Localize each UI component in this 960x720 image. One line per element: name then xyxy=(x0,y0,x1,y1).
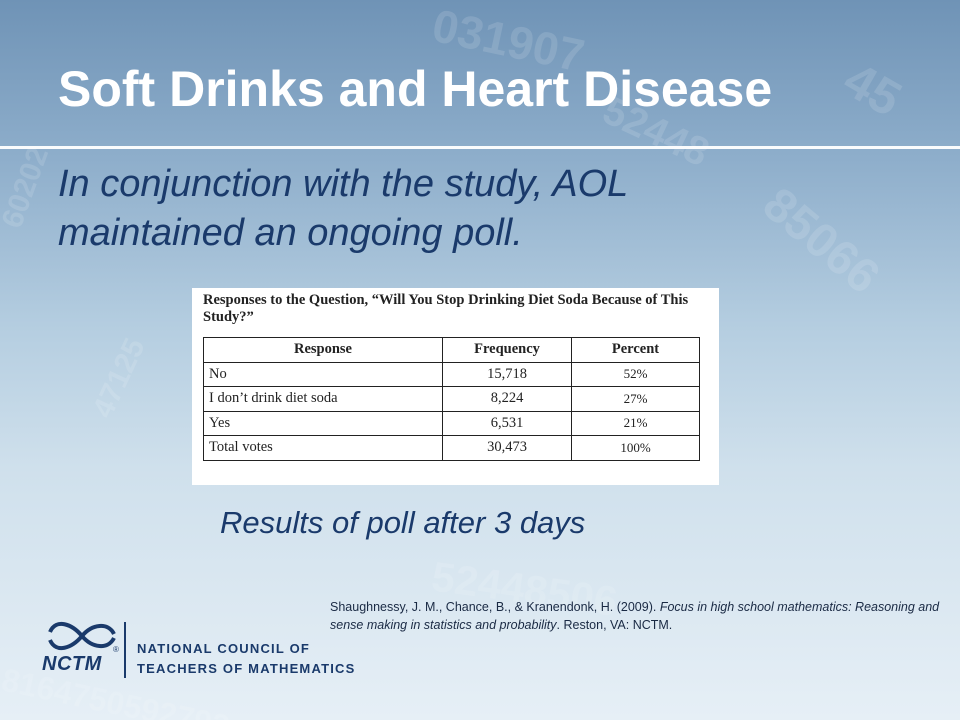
poll-table-image: Responses to the Question, “Will You Sto… xyxy=(192,288,719,485)
logo-divider xyxy=(124,622,126,678)
registered-mark: ® xyxy=(113,645,119,654)
citation: Shaughnessy, J. M., Chance, B., & Kranen… xyxy=(330,598,960,634)
table-row: Total votes 30,473 100% xyxy=(203,435,700,461)
svg-text:45: 45 xyxy=(835,51,911,127)
cell-frequency: 30,473 xyxy=(442,435,572,461)
citation-book-title: Focus in high school mathematics: Reason… xyxy=(330,600,940,632)
poll-table: Response Frequency Percent No 15,718 52%… xyxy=(203,337,700,461)
svg-text:47125: 47125 xyxy=(86,333,151,423)
table-row: No 15,718 52% xyxy=(203,361,700,387)
cell-percent: 21% xyxy=(571,410,700,436)
cell-frequency: 15,718 xyxy=(442,361,572,387)
title-divider xyxy=(0,146,960,149)
cell-percent: 27% xyxy=(571,386,700,412)
results-caption: Results of poll after 3 days xyxy=(220,505,586,540)
logo-acronym: NCTM xyxy=(42,653,102,675)
table-row: I don’t drink diet soda 8,224 27% xyxy=(203,386,700,412)
svg-text:60202: 60202 xyxy=(0,143,55,233)
table-header-row: Response Frequency Percent xyxy=(203,337,700,363)
citation-publisher: . Reston, VA: NCTM. xyxy=(556,618,673,632)
citation-authors: Shaughnessy, J. M., Chance, B., & Kranen… xyxy=(330,600,660,614)
header-response: Response xyxy=(203,337,443,363)
cell-response: Yes xyxy=(203,410,443,436)
nctm-logo-icon xyxy=(48,621,116,651)
cell-percent: 100% xyxy=(571,435,700,461)
cell-response: I don’t drink diet soda xyxy=(203,386,443,412)
table-caption: Responses to the Question, “Will You Sto… xyxy=(203,292,689,325)
cell-response: No xyxy=(203,361,443,387)
nctm-logo: NCTM ® NATIONAL COUNCIL OF TEACHERS OF M… xyxy=(40,620,354,682)
logo-org-line-1: NATIONAL COUNCIL OF xyxy=(137,641,311,656)
cell-response: Total votes xyxy=(203,435,443,461)
cell-frequency: 6,531 xyxy=(442,410,572,436)
table-row: Yes 6,531 21% xyxy=(203,410,700,436)
header-frequency: Frequency xyxy=(442,337,572,363)
cell-percent: 52% xyxy=(571,361,700,387)
logo-org-line-2: TEACHERS OF MATHEMATICS xyxy=(137,661,356,676)
slide-subtitle: In conjunction with the study, AOL maint… xyxy=(58,163,628,254)
slide-title: Soft Drinks and Heart Disease xyxy=(58,61,773,117)
cell-frequency: 8,224 xyxy=(442,386,572,412)
header-percent: Percent xyxy=(571,337,700,363)
